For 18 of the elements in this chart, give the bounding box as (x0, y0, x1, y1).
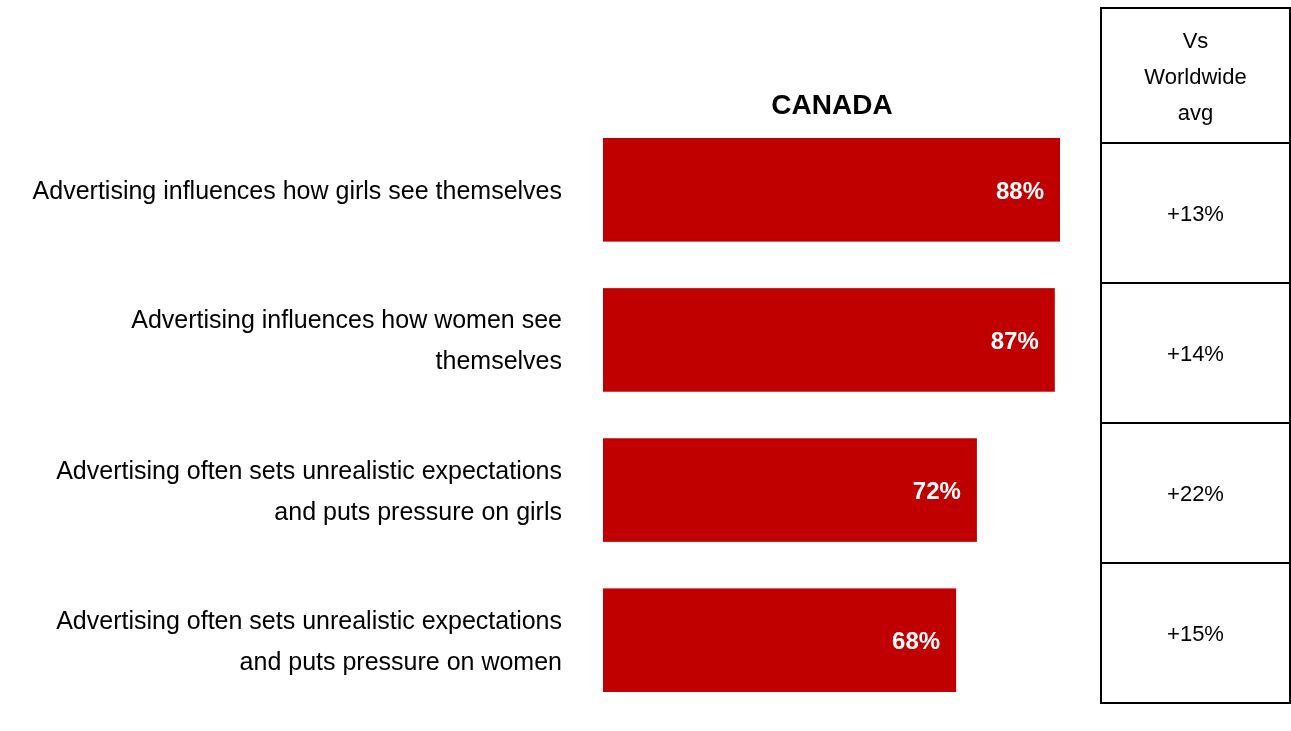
data-label: 88% (995, 176, 1044, 204)
text: +13% (1167, 201, 1224, 226)
y-tick-label: Advertising influences how women see themselves (131, 305, 562, 375)
data-label: 87% (990, 326, 1039, 354)
text: +22% (1167, 481, 1224, 506)
text: +14% (1167, 341, 1224, 366)
bar (603, 138, 1060, 242)
bar (603, 288, 1055, 392)
y-tick-label: Advertising influences how girls see themselves (32, 175, 562, 204)
data-label: 72% (912, 477, 961, 505)
text: +15% (1167, 621, 1224, 646)
data-label: 68% (892, 627, 941, 655)
bar (603, 438, 977, 542)
y-tick-label: Advertising often sets unrealistic expectations and puts pressure on girls (56, 455, 562, 525)
bar (603, 588, 957, 692)
y-tick-label: Advertising often sets unrealistic expectations and puts pressure on women (56, 605, 562, 675)
text: Vs Worldwide avg (1144, 28, 1247, 125)
chart-title: CANADA (771, 89, 893, 120)
